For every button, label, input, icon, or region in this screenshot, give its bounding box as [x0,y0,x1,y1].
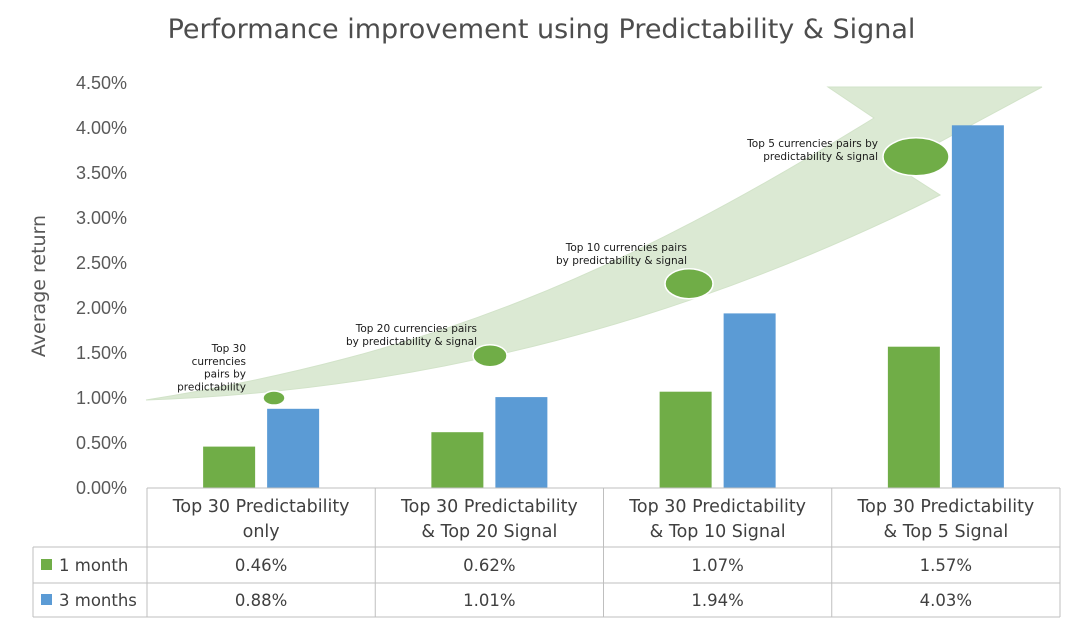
y-tick-label: 3.00% [76,208,127,228]
x-category-label: & Top 20 Signal [421,522,557,542]
annotation-text: pairs by [204,369,246,381]
x-category-label: only [243,522,280,542]
annotation-marker [882,137,950,177]
y-tick-label: 4.00% [76,118,127,138]
table-value: 1.57% [920,556,972,575]
annotation-text: Top 5 currencies pairs by [746,138,878,150]
y-tick-label: 1.00% [76,388,127,408]
x-category-label: Top 30 Predictability [856,497,1034,517]
bar [887,346,940,488]
y-tick-label: 2.00% [76,298,127,318]
x-category-label: Top 30 Predictability [172,497,350,517]
x-category-label: & Top 10 Signal [650,522,786,542]
annotation-text: by predictability & signal [346,336,477,348]
annotation-text: Top 20 currencies pairs [355,323,477,335]
legend-label: 1 month [59,556,128,575]
x-category-label: & Top 5 Signal [883,522,1008,542]
y-tick-label: 0.50% [76,433,127,453]
y-tick-label: 4.50% [76,73,127,93]
y-tick-label: 1.50% [76,343,127,363]
annotation-text: Top 30 [211,343,246,355]
trend-arrow [145,86,1043,401]
annotation-text: by predictability & signal [556,255,687,267]
table-value: 0.46% [235,556,287,575]
annotation-marker [262,390,286,406]
annotation-text: predictability [177,381,246,393]
y-axis-label: Average return [28,215,50,357]
bar [659,391,712,488]
annotation-marker [664,267,714,300]
table-value: 0.88% [235,591,287,610]
table-value: 1.07% [691,556,743,575]
x-category-label: Top 30 Predictability [400,497,578,517]
bar [431,432,484,488]
bar [267,408,320,488]
legend-swatch [41,594,52,605]
bar [951,125,1004,489]
table-value: 0.62% [463,556,515,575]
x-category-label: Top 30 Predictability [628,497,806,517]
bar [723,313,776,488]
annotation-text: Top 10 currencies pairs [565,242,687,254]
legend-swatch [41,559,52,570]
table-value: 4.03% [920,591,972,610]
y-tick-label: 3.50% [76,163,127,183]
bar [495,397,548,488]
y-tick-label: 2.50% [76,253,127,273]
legend-label: 3 months [59,591,137,610]
annotation-text: currencies [192,356,246,368]
annotation-text: predictability & signal [763,151,878,163]
y-tick-label: 0.00% [76,478,127,498]
chart-title: Performance improvement using Predictabi… [167,14,916,45]
table-value: 1.94% [691,591,743,610]
annotation-marker [472,343,508,368]
bar [203,446,256,488]
table-value: 1.01% [463,591,515,610]
